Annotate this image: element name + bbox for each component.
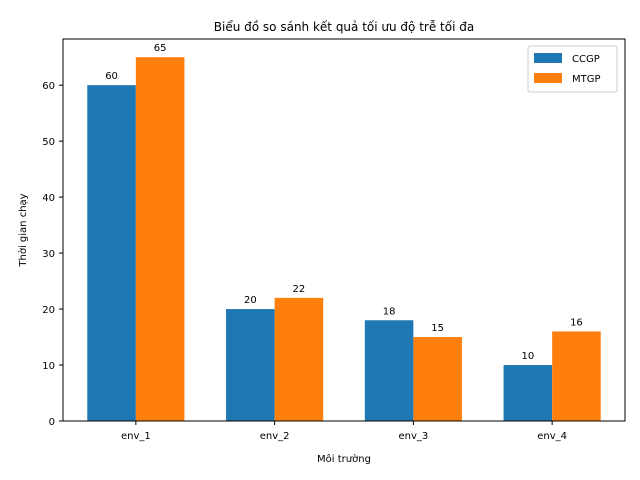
x-tick-label: env_2 xyxy=(260,431,290,442)
legend-label-mtgp: MTGP xyxy=(572,74,601,85)
bar-mtgp-env_3 xyxy=(413,337,462,421)
bar-value-label: 20 xyxy=(244,295,257,306)
bars-layer xyxy=(87,57,601,421)
bar-value-label: 60 xyxy=(105,71,118,82)
legend-swatch-mtgp xyxy=(534,73,562,83)
x-axis: env_1 env_2 env_3 env_4 xyxy=(121,421,567,442)
y-tick-label: 40 xyxy=(42,193,55,204)
legend-box xyxy=(527,45,618,93)
legend: CCGP MTGP xyxy=(527,45,618,93)
bar-ccgp-env_3 xyxy=(364,320,414,421)
bar-mtgp-env_4 xyxy=(552,331,601,421)
y-tick-label: 30 xyxy=(42,249,55,260)
y-tick-label: 60 xyxy=(42,81,55,92)
bar-value-label: 16 xyxy=(570,317,583,328)
bar-ccgp-env_1 xyxy=(87,85,136,421)
bar-value-label: 22 xyxy=(293,284,306,295)
bar-value-label: 65 xyxy=(154,43,167,54)
x-tick-label: env_4 xyxy=(537,431,567,442)
y-tick-label: 20 xyxy=(42,305,55,316)
bar-mtgp-env_2 xyxy=(274,297,324,421)
x-tick-label: env_3 xyxy=(398,431,428,442)
x-axis-title: Môi trường xyxy=(317,453,371,465)
x-tick-label: env_1 xyxy=(121,431,151,442)
y-tick-label: 0 xyxy=(49,417,55,428)
bar-value-label: 18 xyxy=(383,306,396,317)
bar-value-label: 15 xyxy=(431,323,444,334)
bar-ccgp-env_4 xyxy=(503,365,553,421)
legend-swatch-ccgp xyxy=(534,53,562,63)
y-axis: 0 10 20 30 40 50 60 xyxy=(42,81,63,428)
y-tick-label: 50 xyxy=(42,137,55,148)
bar-mtgp-env_1 xyxy=(135,57,185,421)
chart-title: Biểu đồ so sánh kết quả tối ưu độ trễ tố… xyxy=(214,20,474,34)
legend-label-ccgp: CCGP xyxy=(572,54,600,65)
bar-value-label: 10 xyxy=(521,351,534,362)
y-axis-title: Thời gian chạy xyxy=(17,193,29,267)
plot-frame xyxy=(62,38,626,422)
bar-ccgp-env_2 xyxy=(226,309,275,421)
y-tick-label: 10 xyxy=(42,361,55,372)
bar-labels-layer: 60 20 18 10 65 22 15 16 xyxy=(105,43,583,362)
